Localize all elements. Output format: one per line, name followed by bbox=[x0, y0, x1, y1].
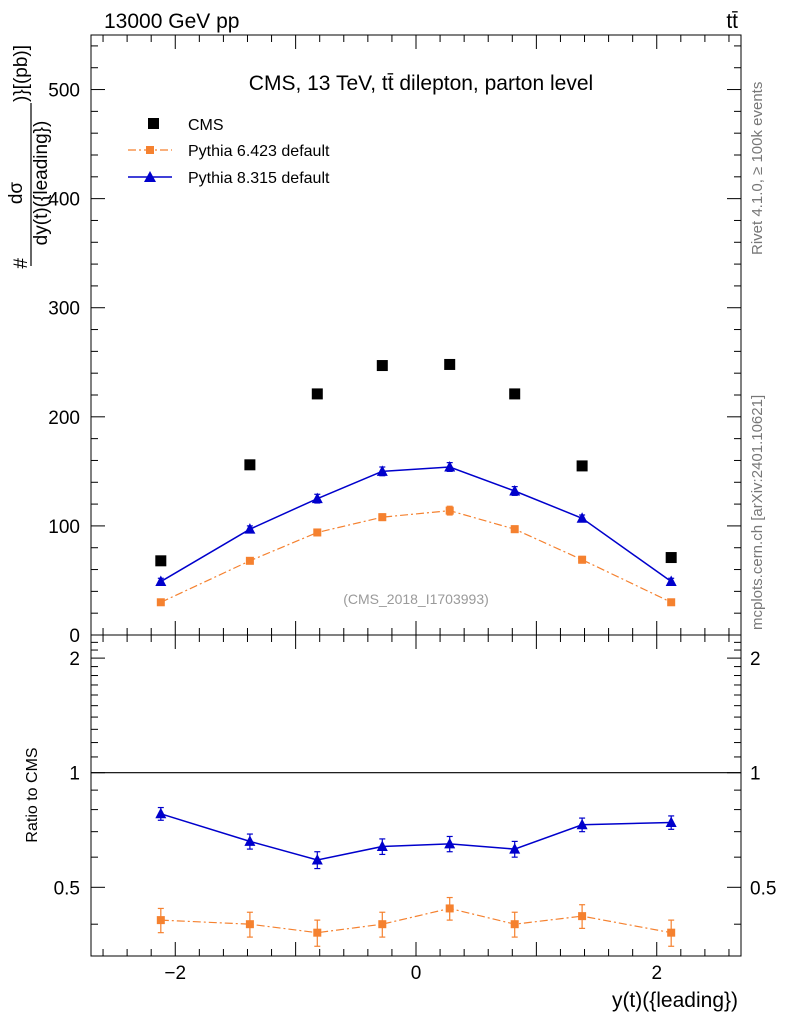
ratio-y-tick-label: 0.5 bbox=[54, 878, 80, 899]
ratio-y-tick-label: 1 bbox=[69, 764, 80, 785]
pythia6-point bbox=[378, 513, 387, 522]
pythia6-point bbox=[313, 928, 322, 937]
ratio-y-tick-label-right: 2 bbox=[750, 649, 761, 670]
legend-cms-label: CMS bbox=[188, 117, 224, 134]
analysis-label: (CMS_2018_I1703993) bbox=[343, 591, 489, 607]
ratio-series-group bbox=[155, 806, 677, 947]
y-tick-label: 200 bbox=[48, 408, 80, 429]
legend-pythia8-label: Pythia 8.315 default bbox=[188, 170, 330, 187]
pythia8-line bbox=[160, 813, 672, 861]
cms-point bbox=[244, 459, 256, 471]
pythia6-line bbox=[160, 510, 672, 603]
ratio-plot-frame bbox=[90, 634, 742, 957]
pythia8-point bbox=[509, 843, 521, 854]
x-axis-label: y(t)({leading}) bbox=[612, 989, 738, 1012]
main-y-axis-label: # dσ dy(t)({leading}) )}[(pb)] bbox=[6, 45, 52, 269]
cms-point bbox=[576, 460, 588, 472]
pythia6-point bbox=[578, 912, 587, 921]
y-label-numerator: dσ bbox=[6, 182, 27, 205]
pythia8-point bbox=[155, 807, 167, 819]
pythia6-point bbox=[445, 506, 454, 515]
x-tick-label: 2 bbox=[651, 963, 662, 984]
pythia8-point bbox=[155, 575, 167, 587]
main-y-ticks: 0 100 200 300 400 500 bbox=[48, 45, 741, 647]
pythia8-line bbox=[160, 466, 672, 583]
pythia8-point bbox=[244, 523, 256, 534]
pythia6-point bbox=[245, 556, 254, 565]
y-tick-label: 400 bbox=[48, 190, 80, 211]
pythia8-point bbox=[576, 512, 588, 523]
ratio-y-axis-label: Ratio to CMS bbox=[24, 747, 41, 842]
mcplots-label: mcplots.cern.ch [arXiv:2401.10621] bbox=[749, 395, 766, 630]
pythia6-point bbox=[510, 525, 519, 534]
ratio-x-ticks: −2 0 2 bbox=[102, 635, 730, 984]
chart-title: CMS, 13 TeV, tt̄ dilepton, parton level bbox=[249, 72, 593, 95]
legend-pythia6-marker bbox=[146, 146, 154, 154]
pythia6-point bbox=[667, 928, 676, 937]
main-x-ticks bbox=[102, 35, 730, 635]
y-tick-label: 100 bbox=[48, 517, 80, 538]
cms-point bbox=[376, 360, 388, 372]
pythia6-point bbox=[156, 598, 165, 607]
y-label-prefix: # bbox=[11, 258, 32, 269]
pythia6-line bbox=[160, 907, 672, 934]
pythia6-point bbox=[510, 920, 519, 929]
pythia6-point bbox=[313, 528, 322, 537]
y-tick-label: 0 bbox=[69, 626, 80, 647]
energy-label: 13000 GeV pp bbox=[104, 10, 239, 33]
x-tick-label: −2 bbox=[164, 963, 186, 984]
y-label-suffix: )}[(pb)] bbox=[11, 45, 32, 102]
pythia6-point bbox=[245, 920, 254, 929]
y-tick-label: 300 bbox=[48, 299, 80, 320]
y-label-denominator: dy(t)({leading}) bbox=[31, 121, 52, 246]
main-series-group bbox=[155, 358, 677, 607]
ratio-y-tick-label-right: 1 bbox=[750, 764, 761, 785]
process-label: tt̄ bbox=[726, 10, 738, 33]
legend-cms-marker bbox=[148, 118, 159, 129]
pythia8-point bbox=[444, 837, 456, 849]
pythia8-point bbox=[311, 492, 323, 504]
ratio-y-tick-label: 2 bbox=[69, 649, 80, 670]
pythia8-point bbox=[509, 485, 521, 496]
pythia6-point bbox=[378, 920, 387, 929]
x-tick-label: 0 bbox=[411, 963, 422, 984]
cms-point bbox=[665, 552, 677, 564]
pythia8-point bbox=[665, 575, 677, 587]
cms-point bbox=[155, 555, 167, 567]
ratio-y-tick-label-right: 0.5 bbox=[750, 878, 776, 899]
cms-point bbox=[311, 388, 323, 400]
pythia8-point bbox=[576, 818, 588, 830]
pythia8-point bbox=[244, 835, 256, 846]
pythia6-point bbox=[445, 904, 454, 913]
legend-pythia6-label: Pythia 6.423 default bbox=[188, 143, 330, 160]
pythia8-point bbox=[376, 840, 388, 851]
pythia8-point bbox=[665, 816, 677, 827]
cms-point bbox=[444, 358, 456, 370]
legend: CMS Pythia 6.423 default Pythia 8.315 de… bbox=[128, 117, 330, 187]
legend-pythia8-marker bbox=[144, 171, 156, 182]
pythia8-point bbox=[376, 465, 388, 476]
pythia8-point bbox=[444, 461, 456, 472]
pythia6-point bbox=[667, 598, 676, 607]
cms-point bbox=[509, 388, 521, 400]
pythia8-point bbox=[311, 853, 323, 865]
pythia6-point bbox=[578, 555, 587, 564]
y-tick-label: 500 bbox=[48, 81, 80, 102]
rivet-label: Rivet 4.1.0, ≥ 100k events bbox=[749, 82, 766, 255]
pythia6-point bbox=[156, 916, 165, 925]
ratio-y-ticks: 0.5 0.5 1 1 2 2 bbox=[54, 641, 776, 925]
